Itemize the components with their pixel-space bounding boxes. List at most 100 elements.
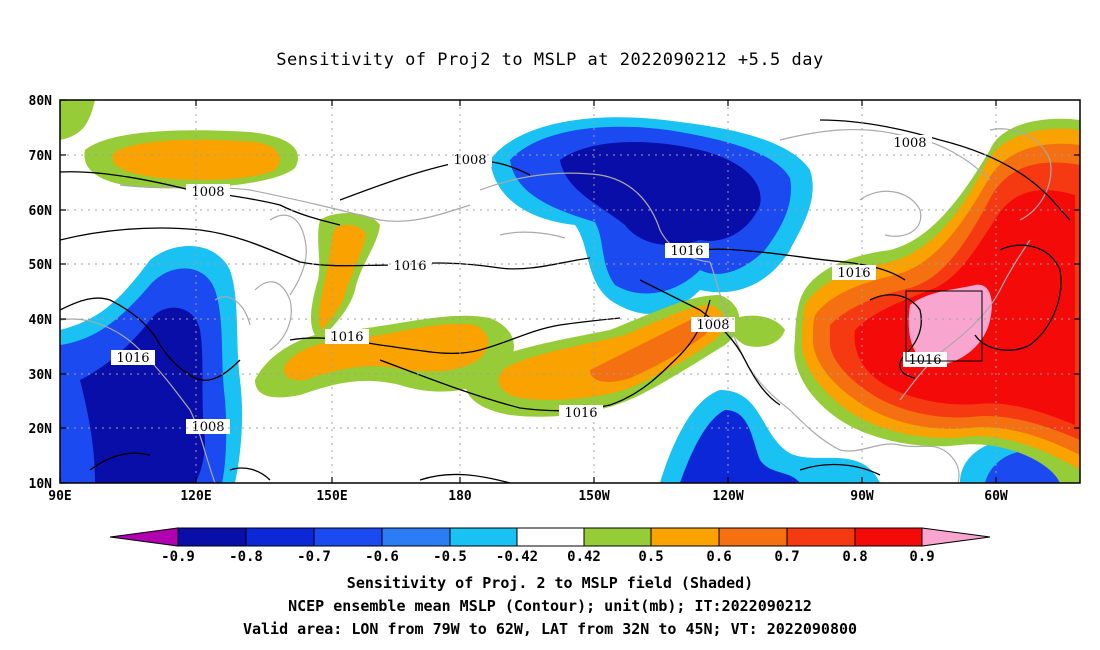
lat-label: 30N bbox=[29, 368, 53, 383]
contour-label-10: 1016 bbox=[903, 352, 947, 368]
valid-area-box bbox=[905, 290, 983, 362]
axis-ticks bbox=[59, 99, 1080, 484]
coast-east-asia bbox=[60, 318, 216, 483]
lat-label: 40N bbox=[29, 313, 53, 328]
colorbar-label: -0.7 bbox=[297, 549, 331, 565]
colorbar-label: 0.42 bbox=[567, 549, 601, 565]
contour-label-8: 1016 bbox=[111, 350, 155, 366]
coast-central-america bbox=[839, 443, 960, 483]
colorbar-label: -0.9 bbox=[161, 549, 195, 565]
contour-1016-atlantic-ring bbox=[974, 244, 1062, 351]
colorbar-cell bbox=[921, 527, 991, 547]
lon-label: 90W bbox=[850, 489, 874, 504]
contour-label-1: 1008 bbox=[448, 152, 492, 168]
colorbar-cell bbox=[449, 527, 518, 547]
blob-baja-positive bbox=[729, 315, 785, 347]
blob-eastpacific-positive-mid bbox=[498, 305, 725, 400]
caption-valid-area: Valid area: LON from 79W to 62W, LAT fro… bbox=[242, 620, 858, 638]
lat-label: 80N bbox=[29, 94, 53, 109]
colorbar-cell bbox=[718, 527, 788, 547]
lon-label: 60W bbox=[984, 489, 1008, 504]
plot-frame bbox=[59, 99, 1081, 484]
colorbar-label: -0.8 bbox=[229, 549, 263, 565]
lon-label: 150W bbox=[578, 489, 609, 504]
colorbar-cell bbox=[245, 527, 315, 547]
caption-shaded: Sensitivity of Proj. 2 to MSLP field (Sh… bbox=[346, 574, 754, 592]
colorbar-cell bbox=[650, 527, 720, 547]
colorbar-cell bbox=[177, 527, 247, 547]
lon-label: 120E bbox=[180, 489, 211, 504]
contour-label-text: 1016 bbox=[116, 351, 149, 366]
colorbar bbox=[109, 527, 991, 547]
colorbar-cell bbox=[109, 527, 179, 547]
blob-midpacific-positive-core bbox=[283, 323, 489, 381]
blob-kamchatka-positive-core bbox=[319, 224, 366, 330]
colorbar-cell bbox=[516, 527, 585, 547]
contour-1016-westpac bbox=[60, 297, 241, 381]
blob-subtropical-negative-core bbox=[680, 410, 800, 483]
contour-label-text: 1008 bbox=[191, 185, 224, 200]
contour-label-6: 1016 bbox=[832, 265, 876, 281]
contour-label-text: 1016 bbox=[564, 406, 597, 421]
blob-pacific-negative-core bbox=[560, 141, 761, 245]
contour-label-text: 1016 bbox=[330, 330, 363, 345]
gridlines bbox=[60, 100, 1080, 483]
lat-label: 70N bbox=[29, 149, 53, 164]
blob-siberia-positive-core bbox=[112, 139, 280, 180]
colorbar-label: 0.5 bbox=[638, 549, 663, 565]
contour-label-4: 1016 bbox=[665, 243, 709, 259]
coast-namerica-east bbox=[899, 239, 1031, 401]
colorbar-labels: -0.9 -0.8 -0.7 -0.6 -0.5 -0.42 0.42 0.5 … bbox=[161, 549, 935, 565]
contour-label-text: 1016 bbox=[670, 244, 703, 259]
colorbar-label: -0.42 bbox=[496, 549, 538, 565]
contour-label-12: 1008 bbox=[186, 419, 230, 435]
contour-labels: 1008 1008 1008 1016 1016 1016 1016 1016 … bbox=[111, 135, 947, 435]
contour-label-11: 1016 bbox=[559, 405, 603, 421]
lon-labels: 90E 120E 150E 180 150W 120W 90W 60W bbox=[48, 489, 1008, 504]
lon-label: 120W bbox=[712, 489, 743, 504]
lat-label: 20N bbox=[29, 422, 53, 437]
colorbar-label: -0.5 bbox=[433, 549, 467, 565]
lat-label: 50N bbox=[29, 258, 53, 273]
page-title: Sensitivity of Proj2 to MSLP at 20220902… bbox=[276, 50, 824, 70]
colorbar-cell bbox=[786, 527, 856, 547]
lat-label: 10N bbox=[29, 477, 53, 492]
colorbar-label: -0.6 bbox=[365, 549, 399, 565]
contour-tropics bbox=[89, 452, 881, 483]
blob-namerica-positive-09 bbox=[908, 284, 992, 365]
coast-arctic-canada bbox=[779, 128, 991, 181]
colorbar-label: 0.6 bbox=[706, 549, 731, 565]
contour-label-text: 1016 bbox=[393, 259, 426, 274]
contour-1016-eastpac bbox=[699, 248, 906, 281]
coast-korea-japan bbox=[214, 281, 292, 351]
contour-1016-atlantic bbox=[869, 294, 922, 379]
shaded-field bbox=[60, 100, 1080, 483]
contour-1016-asia bbox=[60, 227, 591, 270]
lon-label: 90E bbox=[48, 489, 71, 504]
contour-label-2: 1008 bbox=[186, 184, 230, 200]
colorbar-label: 0.8 bbox=[842, 549, 867, 565]
caption-contour: NCEP ensemble mean MSLP (Contour); unit(… bbox=[288, 597, 812, 615]
lon-label: 180 bbox=[448, 489, 472, 504]
blob-nw-positive bbox=[60, 100, 95, 140]
contour-label-9: 1008 bbox=[691, 317, 735, 333]
colorbar-label: 0.7 bbox=[774, 549, 799, 565]
colorbar-cell bbox=[381, 527, 451, 547]
blob-eastasia-negative-core bbox=[80, 307, 205, 483]
lon-label: 150E bbox=[316, 489, 347, 504]
contour-label-text: 1008 bbox=[453, 153, 486, 168]
contour-label-text: 1008 bbox=[893, 136, 926, 151]
colorbar-label: 0.9 bbox=[909, 549, 934, 565]
coast-hudson bbox=[859, 190, 922, 237]
colorbar-cell bbox=[313, 527, 383, 547]
colorbar-cell bbox=[854, 527, 923, 547]
colorbar-cell bbox=[583, 527, 652, 547]
coast-greenland bbox=[989, 128, 1052, 221]
coast-namerica-west bbox=[709, 261, 841, 451]
contour-label-text: 1016 bbox=[837, 266, 870, 281]
contour-1008-canada bbox=[819, 119, 1071, 221]
contour-label-3: 1008 bbox=[888, 135, 932, 151]
contour-label-7: 1016 bbox=[325, 329, 369, 345]
contour-label-text: 1008 bbox=[696, 318, 729, 333]
